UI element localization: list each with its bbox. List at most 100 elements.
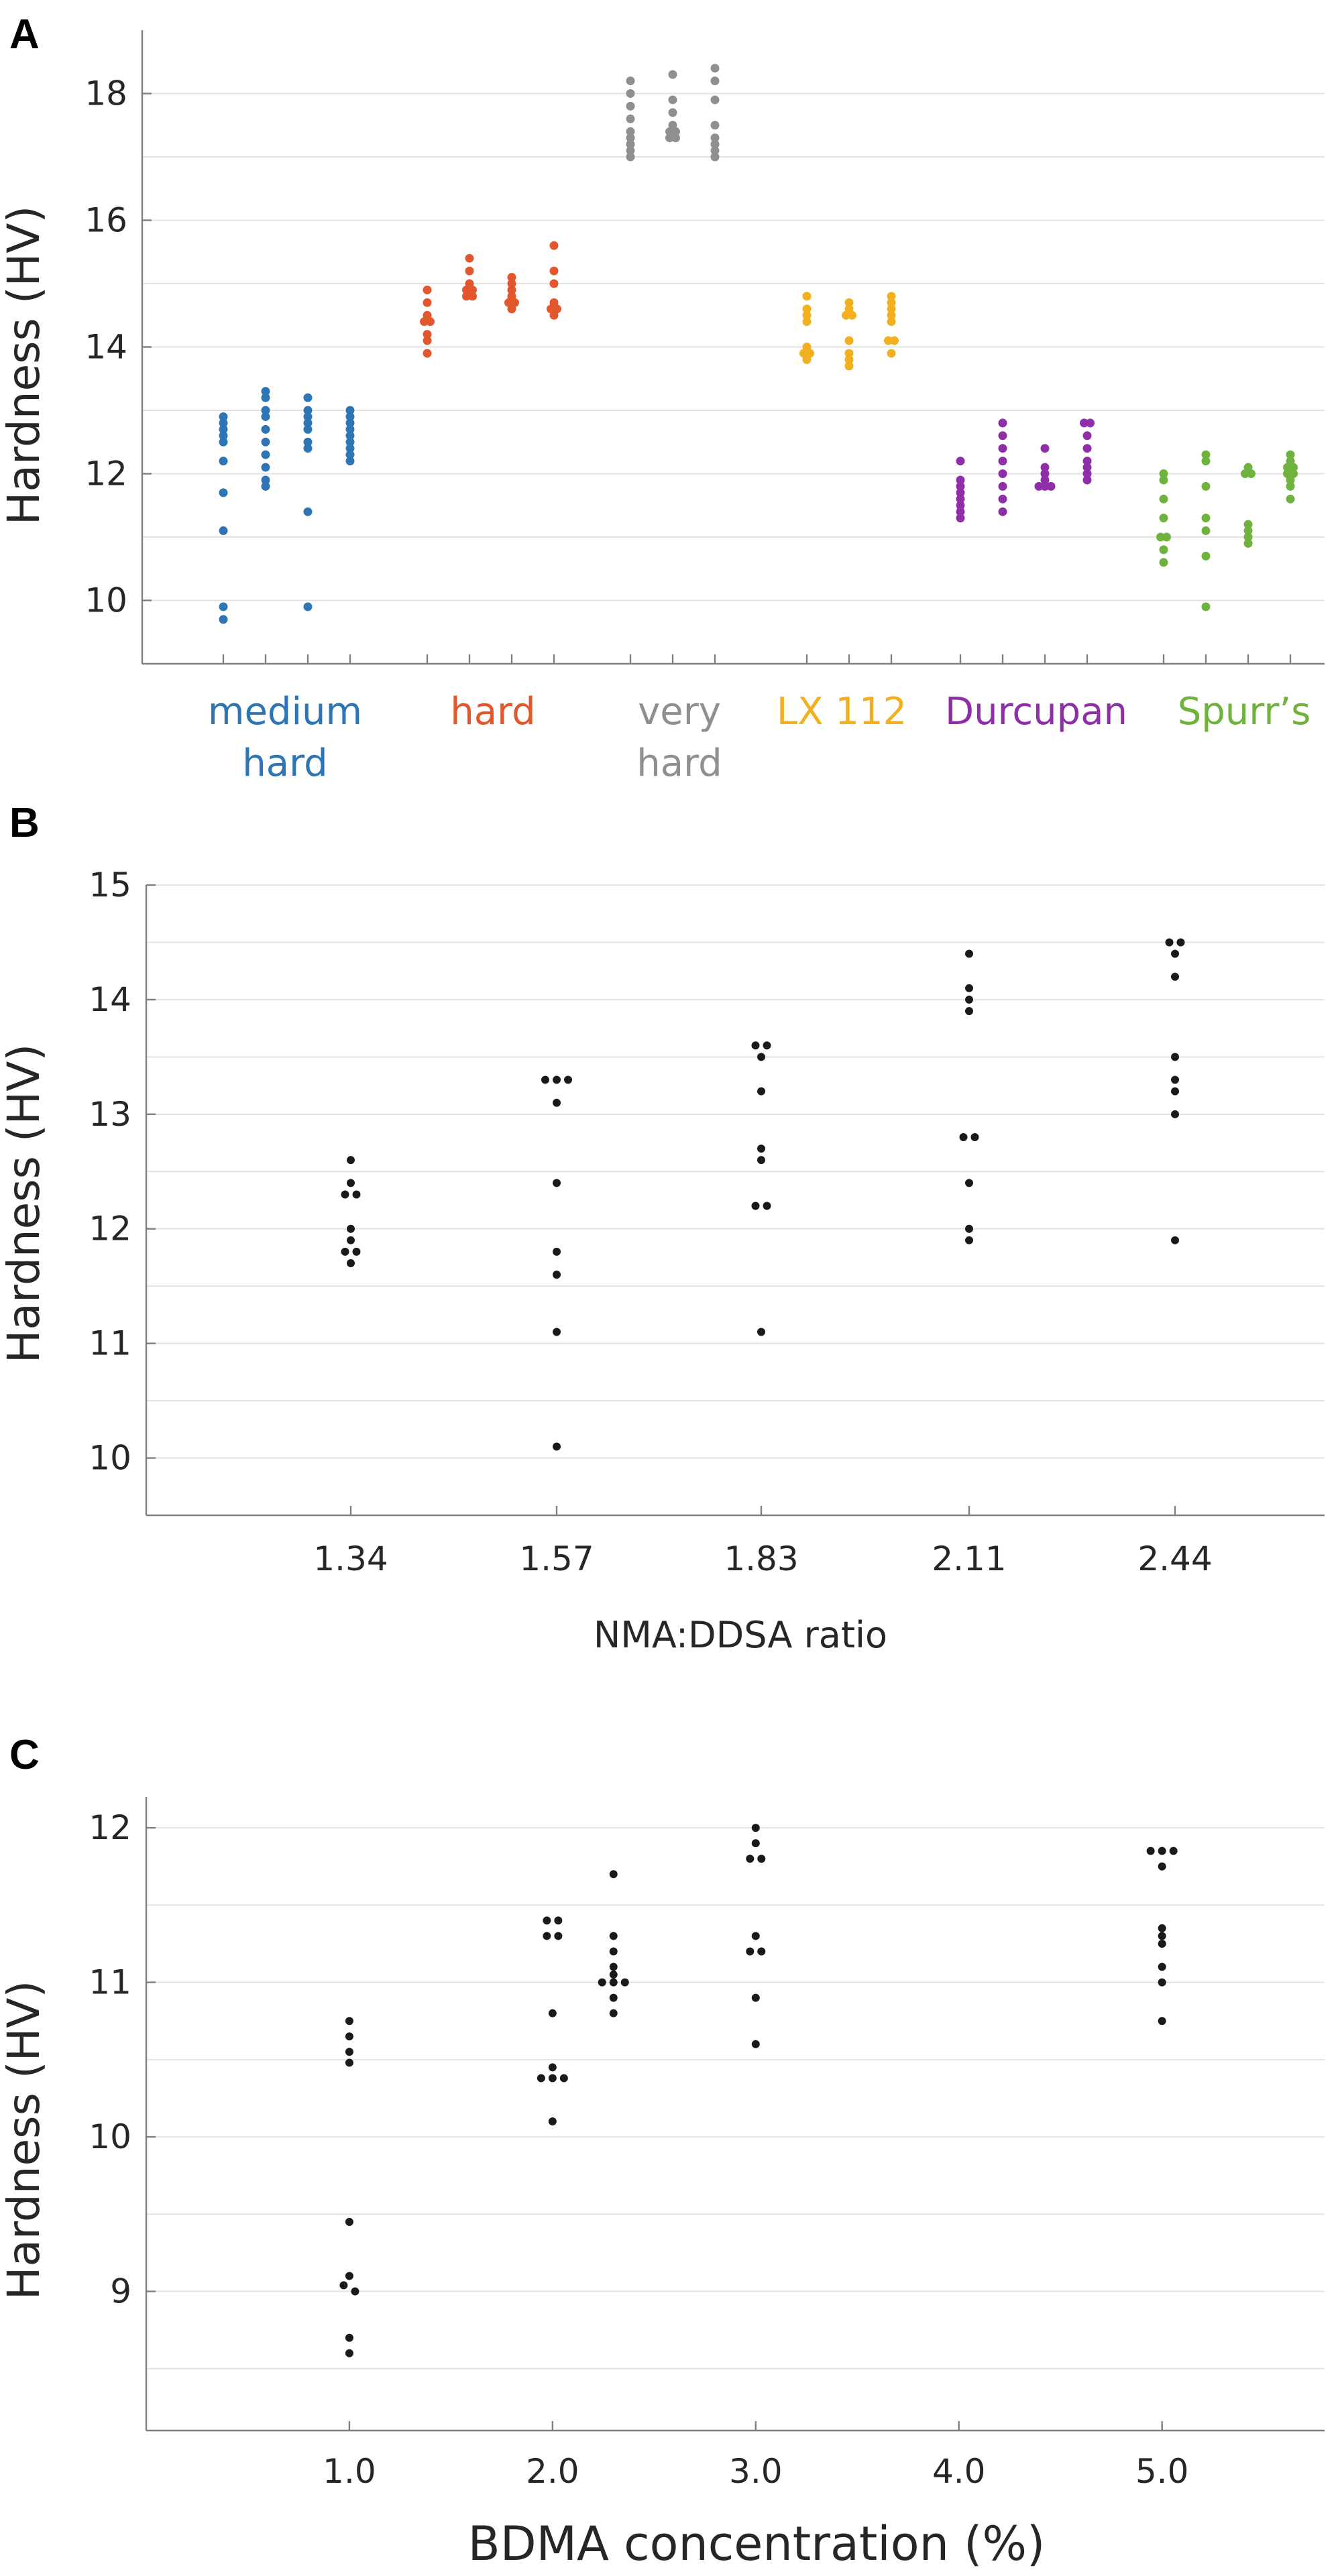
b-x-tick-label: 1.57 — [519, 1539, 594, 1578]
a-data-point — [1241, 469, 1249, 478]
c-data-point — [345, 2017, 353, 2026]
c-data-point — [1158, 2017, 1166, 2026]
c-data-point — [548, 2063, 557, 2072]
a-data-point — [468, 292, 477, 301]
a-data-point — [887, 349, 896, 358]
a-data-point — [998, 469, 1007, 478]
a-data-point — [671, 127, 680, 136]
a-data-point — [261, 437, 270, 447]
a-data-point — [423, 285, 432, 294]
a-data-point — [507, 304, 516, 314]
c-data-point — [751, 2040, 760, 2048]
a-data-point — [887, 298, 896, 307]
a-y-tick-label: 18 — [85, 74, 127, 113]
panel-letter-c: C — [9, 1732, 40, 1778]
a-data-point — [1159, 469, 1168, 478]
a-data-point — [844, 361, 854, 371]
a-data-point — [671, 133, 680, 143]
panel-c-axes — [145, 1797, 1325, 2432]
a-data-point — [842, 310, 850, 320]
a-data-point — [507, 285, 516, 294]
a-data-point — [549, 310, 559, 320]
a-data-point — [626, 114, 635, 123]
a-group-label: very hard — [636, 690, 722, 785]
a-data-point — [1159, 475, 1168, 485]
a-data-point — [956, 481, 965, 491]
c-data-point — [609, 1932, 618, 1940]
b-data-point — [347, 1156, 355, 1165]
b-data-point — [1171, 949, 1179, 958]
a-data-point — [1247, 469, 1256, 478]
a-data-point — [802, 304, 812, 314]
a-data-point — [219, 437, 228, 447]
a-group-label-line: hard — [450, 690, 535, 734]
b-data-point — [341, 1190, 349, 1199]
a-group-label: Durcupan — [945, 690, 1127, 734]
c-x-tick-label: 1.0 — [323, 2452, 376, 2491]
b-data-point — [553, 1271, 561, 1279]
a-group-label: medium hard — [208, 690, 362, 785]
c-data-point — [548, 2009, 557, 2017]
panel-a-y-ticks: 10 12 14 16 18 — [85, 74, 152, 620]
a-data-point — [1086, 418, 1095, 428]
c-data-point — [609, 1971, 618, 1979]
a-data-point — [665, 133, 674, 143]
c-data-point — [1158, 1963, 1166, 1971]
b-x-tick-label: 2.44 — [1137, 1539, 1212, 1578]
a-data-point — [261, 424, 270, 434]
a-data-point — [956, 475, 965, 485]
panel-b-x-ticks: 1.34 1.57 1.83 2.11 2.44 — [313, 1506, 1213, 1578]
a-data-point — [219, 418, 228, 428]
b-data-point — [965, 1236, 973, 1244]
a-data-point — [1243, 520, 1253, 529]
a-data-point — [626, 89, 635, 98]
a-group-label-line: hard — [242, 742, 327, 785]
a-data-point — [219, 526, 228, 536]
a-data-point — [1040, 444, 1050, 453]
panel-b-gridlines — [146, 884, 1325, 1516]
a-y-tick-label: 12 — [85, 455, 127, 493]
a-data-point — [1159, 558, 1168, 567]
c-data-point — [1158, 1932, 1166, 1940]
b-data-point — [347, 1179, 355, 1187]
a-y-tick-label: 14 — [85, 328, 127, 367]
a-data-point — [1040, 463, 1050, 472]
b-data-point — [965, 995, 973, 1004]
a-data-point — [423, 298, 432, 307]
a-data-point — [956, 488, 965, 497]
panel-a-x-ticks — [222, 654, 1292, 664]
c-data-point — [339, 2281, 348, 2290]
b-data-point — [553, 1247, 561, 1256]
a-group-label-line: Spurr’s — [1178, 690, 1311, 734]
a-data-point — [345, 406, 355, 415]
c-data-point — [345, 2333, 353, 2342]
b-data-point — [347, 1259, 355, 1267]
c-data-point — [746, 1947, 755, 1956]
b-data-point — [1171, 1236, 1179, 1244]
a-data-point — [998, 431, 1007, 441]
a-data-point — [261, 412, 270, 421]
a-data-point — [626, 127, 635, 136]
c-data-point — [543, 1916, 551, 1925]
a-data-point — [1040, 469, 1050, 478]
a-data-point — [261, 481, 270, 491]
a-data-point — [710, 95, 720, 105]
c-data-point — [609, 1870, 618, 1879]
panel-c-gridlines — [146, 1827, 1325, 2369]
a-data-point — [956, 514, 965, 523]
panel-b-y-ticks: 10 11 12 13 14 15 — [89, 866, 156, 1478]
a-data-point — [668, 108, 677, 117]
c-data-point — [1158, 1924, 1166, 1932]
panel-c-points — [339, 1824, 1178, 2357]
a-data-point — [890, 336, 899, 345]
a-data-point — [1286, 475, 1295, 485]
a-data-point — [884, 336, 893, 345]
c-y-tick-label: 9 — [110, 2272, 131, 2311]
panel-a-gridlines — [142, 93, 1325, 601]
a-data-point — [956, 507, 965, 516]
b-data-point — [347, 1224, 355, 1233]
b-data-point — [1171, 1053, 1179, 1061]
a-data-point — [1201, 526, 1211, 536]
a-data-point — [665, 127, 674, 136]
